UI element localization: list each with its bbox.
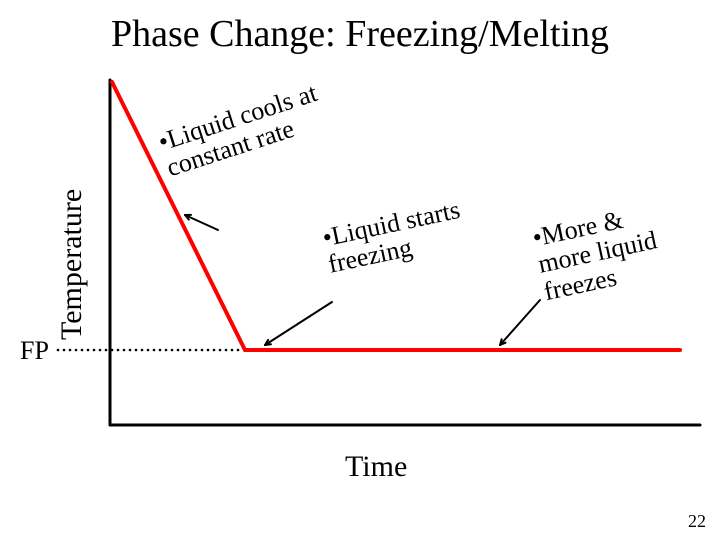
phase-diagram — [0, 0, 720, 540]
